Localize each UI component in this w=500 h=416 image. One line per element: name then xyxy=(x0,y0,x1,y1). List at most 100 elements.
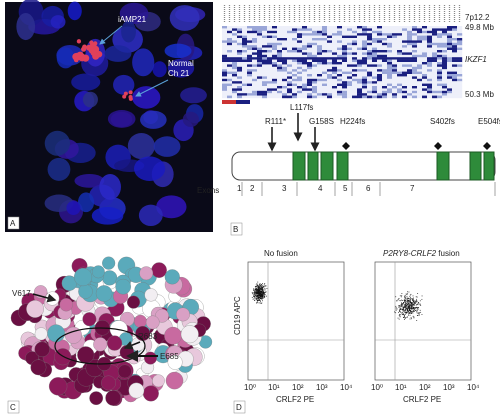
heatmap-cell xyxy=(317,38,323,41)
plot-title-text: fusion xyxy=(438,249,459,258)
heatmap-cell xyxy=(292,93,298,96)
heatmap-cell xyxy=(277,57,283,60)
event-dot xyxy=(260,294,262,296)
event-dot xyxy=(259,296,261,298)
event-dot xyxy=(407,307,409,309)
heatmap-cell xyxy=(452,88,458,91)
heatmap-cell xyxy=(347,45,353,48)
heatmap-cell xyxy=(232,66,238,70)
heatmap-cell xyxy=(402,86,408,89)
heatmap-cell xyxy=(277,35,283,39)
heatmap-cell xyxy=(412,95,418,99)
heatmap-cell xyxy=(272,95,278,99)
heatmap-cell xyxy=(437,81,443,84)
heatmap-cell xyxy=(337,45,343,48)
heatmap-cell xyxy=(407,45,413,48)
event-dot xyxy=(417,308,419,310)
heatmap-cell xyxy=(262,66,268,70)
heatmap-cell xyxy=(337,59,343,63)
heatmap-cell xyxy=(272,88,278,91)
heatmap-cell xyxy=(282,66,288,70)
event-dot xyxy=(402,302,404,304)
heatmap-cell xyxy=(447,90,453,94)
heatmap-cell xyxy=(432,74,438,77)
event-dot xyxy=(255,288,256,290)
heatmap-cell xyxy=(222,54,228,58)
event-dot xyxy=(401,299,402,301)
heatmap-cell xyxy=(222,57,228,60)
heatmap-cell xyxy=(307,64,313,67)
event-dot xyxy=(259,294,261,296)
nucleus xyxy=(169,5,200,31)
heatmap-cell xyxy=(387,69,393,72)
heatmap-cell xyxy=(287,54,293,58)
heatmap-cell xyxy=(367,93,373,96)
event-dot xyxy=(405,308,407,310)
heatmap-cell xyxy=(277,69,283,72)
heatmap-cell xyxy=(407,95,413,99)
heatmap-cell xyxy=(457,47,463,51)
heatmap-cell xyxy=(447,28,453,31)
heatmap-cell xyxy=(247,93,253,96)
heatmap-cell xyxy=(362,47,368,51)
event-dot xyxy=(255,294,257,296)
heatmap-cell xyxy=(312,52,318,55)
event-dot xyxy=(264,285,266,287)
heatmap-cell xyxy=(342,47,348,51)
event-dot xyxy=(261,292,263,294)
gene-label: IKZF1 xyxy=(465,55,487,64)
event-dot xyxy=(400,305,402,307)
heatmap-cell xyxy=(232,50,238,53)
event-dot xyxy=(413,302,415,304)
heatmap-cell xyxy=(327,54,333,58)
heatmap-cell xyxy=(302,71,308,75)
heatmap-cell xyxy=(277,50,283,53)
heatmap-cell xyxy=(272,50,278,53)
event-dot xyxy=(259,296,261,298)
heatmap-cell xyxy=(397,78,403,82)
heatmap-cell xyxy=(397,81,403,84)
heatmap-cell xyxy=(307,62,313,65)
heatmap-cell xyxy=(247,45,253,48)
heatmap-cell xyxy=(272,69,278,72)
heatmap-cell xyxy=(222,90,228,94)
heatmap-cell xyxy=(247,47,253,51)
heatmap-cell xyxy=(447,86,453,89)
event-dot xyxy=(255,296,257,298)
event-dot xyxy=(257,301,259,303)
heatmap-cell xyxy=(327,38,333,41)
heatmap-cell xyxy=(397,45,403,48)
heatmap-cell xyxy=(422,78,428,82)
heatmap-cell xyxy=(457,90,463,94)
heatmap-cell xyxy=(227,69,233,72)
heatmap-cell xyxy=(367,42,373,46)
heatmap-cell xyxy=(317,59,323,63)
heatmap-cell xyxy=(282,35,288,39)
heatmap-cell xyxy=(247,83,253,87)
heatmap-cell xyxy=(307,35,313,39)
event-dot xyxy=(411,303,413,305)
event-dot xyxy=(407,293,409,295)
event-dot xyxy=(264,288,266,290)
heatmap-cell xyxy=(437,50,443,53)
heatmap-cell xyxy=(327,40,333,43)
heatmap-cell xyxy=(222,45,228,48)
heatmap-cell xyxy=(452,81,458,84)
heatmap-cell xyxy=(447,40,453,43)
heatmap-cell xyxy=(262,59,268,63)
heatmap-cell xyxy=(387,62,393,65)
heatmap-cell xyxy=(417,66,423,70)
heatmap-cell xyxy=(242,50,248,53)
heatmap-cell xyxy=(437,47,443,51)
heatmap-cell xyxy=(362,45,368,48)
heatmap-cell xyxy=(417,93,423,96)
heatmap-cell xyxy=(232,64,238,67)
event-dot xyxy=(412,298,414,300)
event-dot xyxy=(395,309,397,311)
heatmap-cell xyxy=(232,81,238,84)
event-dot xyxy=(407,306,409,308)
heatmap-cell xyxy=(307,71,313,75)
heatmap-cell xyxy=(367,95,373,99)
heatmap-cell xyxy=(422,45,428,48)
heatmap-cell xyxy=(322,38,328,41)
